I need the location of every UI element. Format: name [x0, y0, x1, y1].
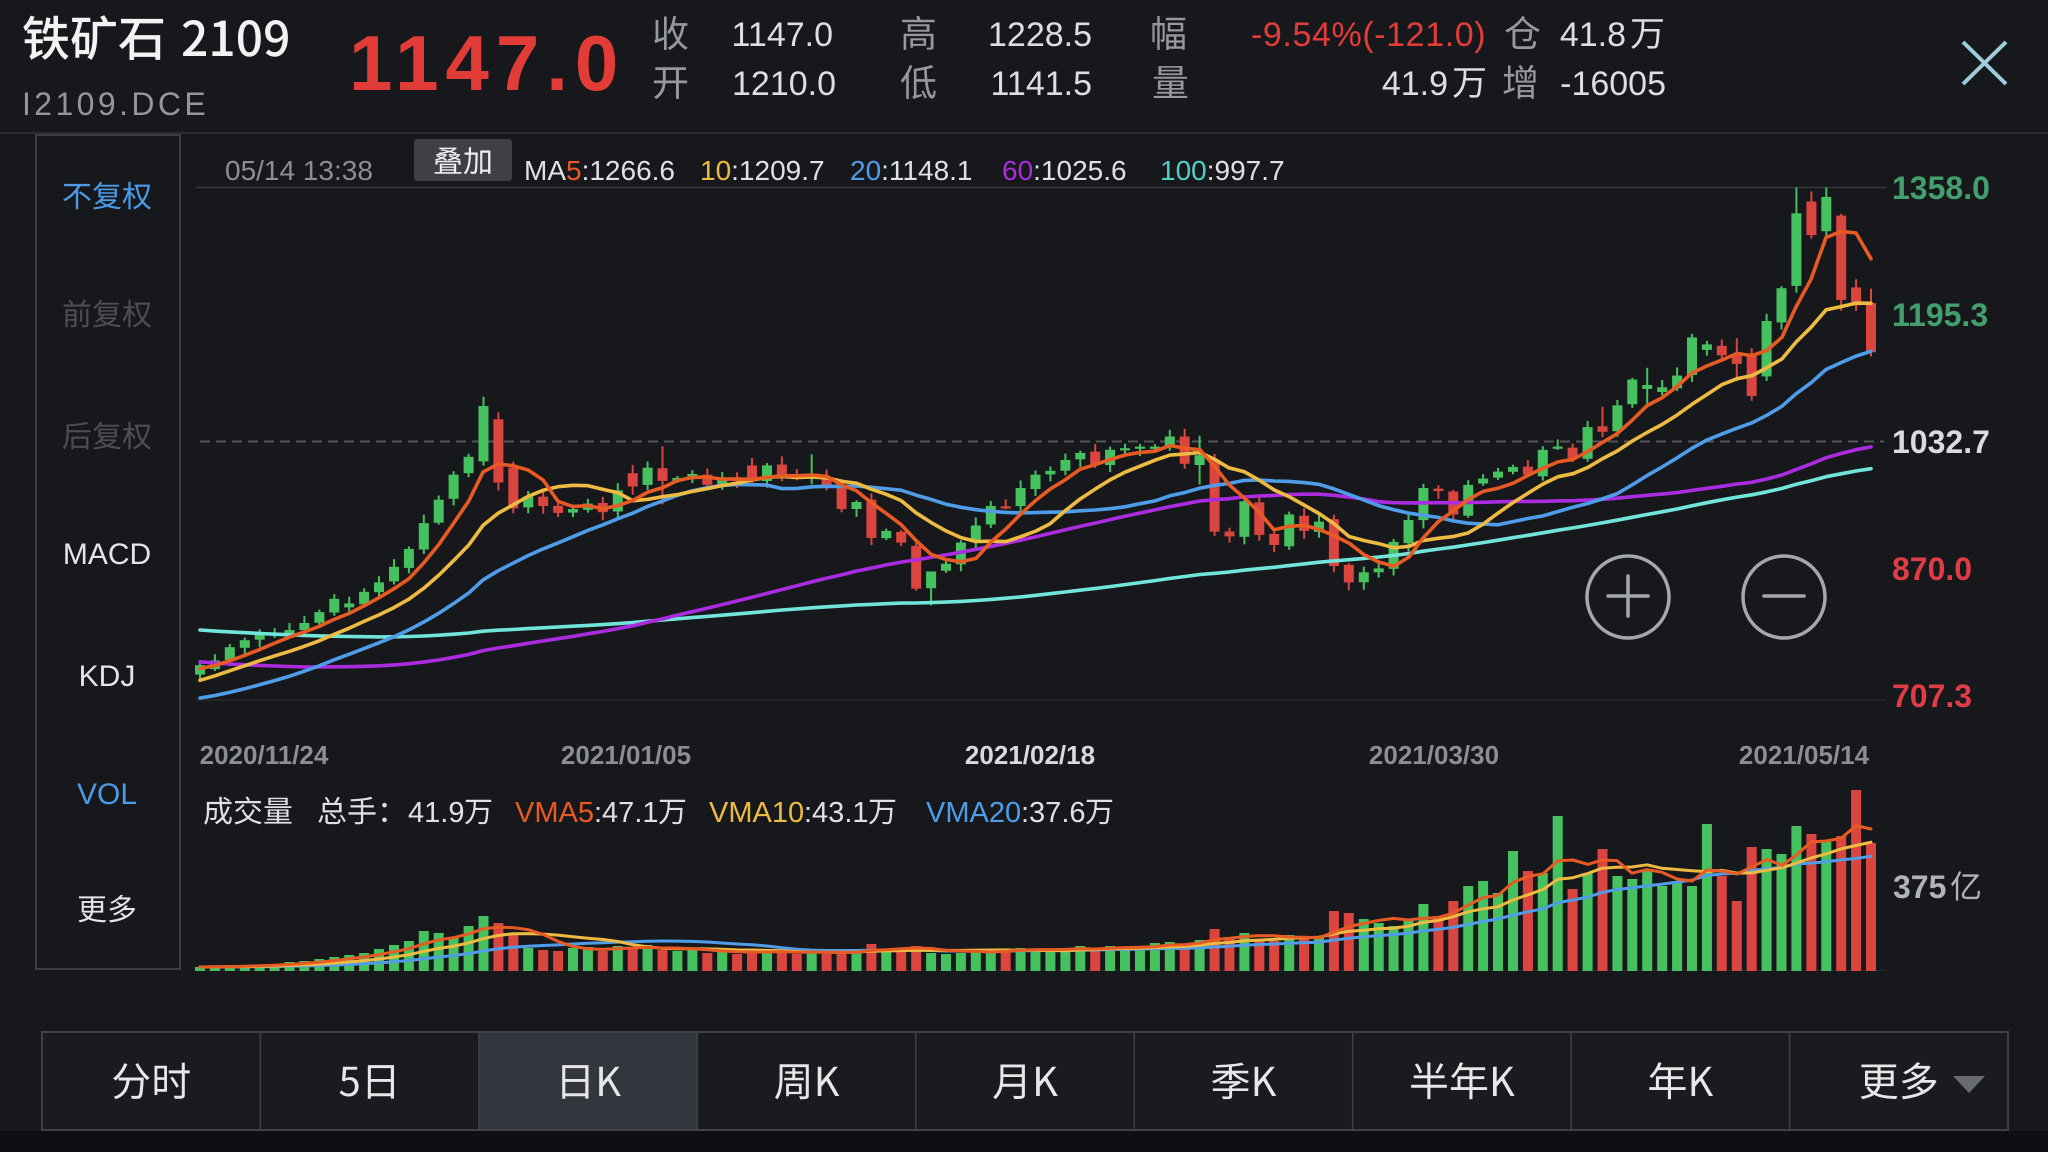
svg-text:870.0: 870.0	[1892, 551, 1972, 587]
svg-text:60:1025.6: 60:1025.6	[1002, 155, 1127, 186]
svg-text:1147.0: 1147.0	[349, 19, 625, 107]
svg-text:05/14 13:38: 05/14 13:38	[225, 155, 373, 186]
svg-text:2021/01/05: 2021/01/05	[561, 740, 691, 770]
svg-text::43.1: :43.1	[804, 797, 869, 829]
svg-text:2021/03/30: 2021/03/30	[1369, 740, 1499, 770]
svg-text::47.1: :47.1	[594, 797, 659, 829]
svg-text:VMA5: VMA5	[515, 797, 594, 829]
svg-text:1141.5: 1141.5	[991, 65, 1092, 103]
svg-text:VMA10: VMA10	[709, 797, 804, 829]
svg-text:1358.0: 1358.0	[1892, 170, 1990, 206]
svg-text::37.6: :37.6	[1021, 797, 1086, 829]
svg-text:MA5:1266.6: MA5:1266.6	[524, 155, 675, 186]
svg-text:41.9: 41.9	[1382, 65, 1448, 103]
svg-text:41.8: 41.8	[1560, 16, 1626, 54]
svg-text:1210.0: 1210.0	[732, 65, 836, 103]
svg-text:MACD: MACD	[63, 538, 151, 571]
svg-text:VMA20: VMA20	[926, 797, 1021, 829]
svg-text:2021/02/18: 2021/02/18	[965, 740, 1095, 770]
svg-text:VOL: VOL	[77, 778, 137, 811]
svg-text:1147.0: 1147.0	[732, 16, 833, 54]
svg-text:10:1209.7: 10:1209.7	[700, 155, 825, 186]
svg-text:20:1148.1: 20:1148.1	[850, 155, 973, 186]
svg-text:2020/11/24: 2020/11/24	[200, 740, 329, 770]
svg-text:1032.7: 1032.7	[1892, 424, 1990, 460]
svg-text:1195.3: 1195.3	[1892, 297, 1988, 333]
svg-text:100:997.7: 100:997.7	[1160, 155, 1285, 186]
svg-text:-9.54%(-121.0): -9.54%(-121.0)	[1251, 16, 1486, 54]
svg-text:1228.5: 1228.5	[988, 16, 1092, 54]
svg-text:I2109.DCE: I2109.DCE	[22, 86, 209, 122]
svg-text:375: 375	[1893, 869, 1946, 905]
svg-text:-16005: -16005	[1560, 65, 1666, 103]
svg-text:41.9: 41.9	[408, 797, 464, 829]
svg-text:2021/05/14: 2021/05/14	[1739, 740, 1870, 770]
svg-text:KDJ: KDJ	[79, 660, 136, 693]
svg-text:707.3: 707.3	[1892, 678, 1972, 714]
